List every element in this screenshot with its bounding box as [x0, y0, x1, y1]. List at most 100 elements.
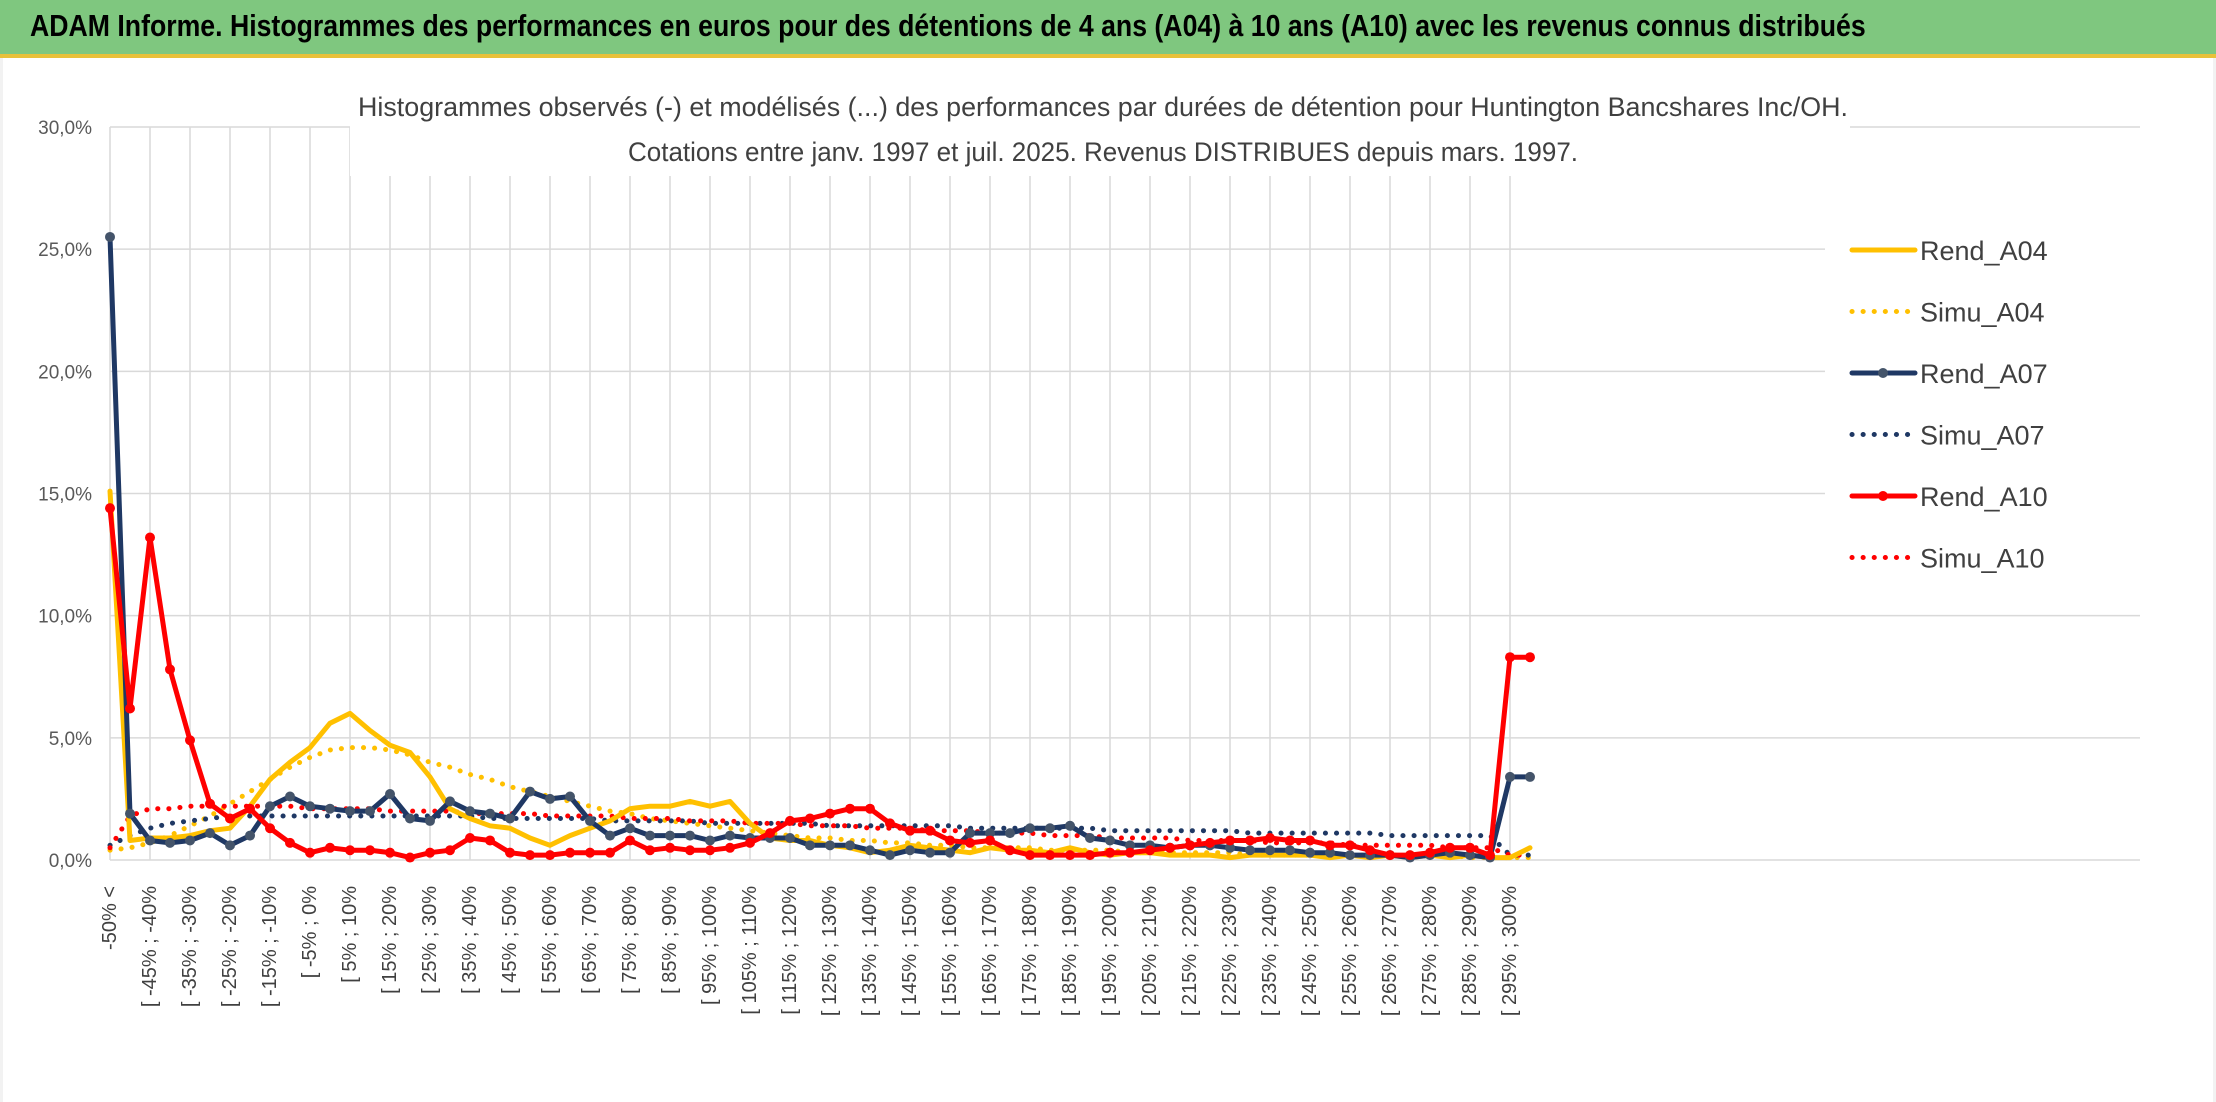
data-point-rend-a07 — [265, 801, 275, 812]
y-tick-label: 5,0% — [49, 729, 92, 750]
data-point-rend-a07 — [865, 845, 875, 856]
data-point-rend-a10 — [1365, 845, 1375, 856]
header-bar: ADAM Informe. Histogrammes des performan… — [0, 0, 2216, 58]
x-tick-label: [ 285% ; 290% — [1459, 886, 1481, 1016]
data-point-rend-a10 — [665, 842, 675, 853]
data-point-rend-a10 — [745, 837, 755, 848]
chart-frame — [0, 58, 2216, 1102]
x-tick-label: [ 155% ; 160% — [939, 886, 961, 1016]
data-point-rend-a10 — [1085, 850, 1095, 861]
data-point-rend-a07 — [1045, 823, 1055, 834]
data-point-rend-a10 — [1265, 833, 1275, 844]
data-point-rend-a07 — [505, 813, 515, 824]
data-point-rend-a10 — [705, 845, 715, 856]
x-tick-label: [ 165% ; 170% — [979, 886, 1001, 1016]
x-tick-label: [ 25% ; 30% — [419, 886, 441, 994]
data-point-rend-a07 — [845, 840, 855, 851]
data-point-rend-a10 — [1025, 850, 1035, 861]
data-point-rend-a07 — [285, 791, 295, 802]
data-point-rend-a10 — [1065, 850, 1075, 861]
data-point-rend-a07 — [325, 803, 335, 814]
data-point-rend-a10 — [1325, 840, 1335, 851]
data-point-rend-a07 — [1305, 847, 1315, 858]
data-point-rend-a10 — [225, 813, 235, 824]
data-point-rend-a10 — [765, 828, 775, 839]
data-point-rend-a10 — [725, 842, 735, 853]
x-tick-label: [ 185% ; 190% — [1059, 886, 1081, 1016]
data-point-rend-a10 — [845, 803, 855, 814]
x-tick-label: [ 15% ; 20% — [379, 886, 401, 994]
x-tick-label: [ 245% ; 250% — [1299, 886, 1321, 1016]
data-point-rend-a10 — [105, 503, 115, 514]
x-tick-label: [ 65% ; 70% — [579, 886, 601, 994]
x-tick-label: [ 255% ; 260% — [1339, 886, 1361, 1016]
data-point-rend-a07 — [1525, 771, 1535, 782]
data-point-rend-a10 — [1165, 842, 1175, 853]
y-tick-label: 10,0% — [38, 607, 92, 628]
data-point-rend-a10 — [345, 845, 355, 856]
data-point-rend-a07 — [485, 808, 495, 819]
data-point-rend-a10 — [1525, 652, 1535, 663]
data-point-rend-a10 — [585, 847, 595, 858]
data-point-rend-a07 — [885, 850, 895, 861]
data-point-rend-a07 — [245, 830, 255, 841]
legend-marker — [1878, 368, 1888, 378]
data-point-rend-a07 — [1105, 835, 1115, 846]
data-point-rend-a10 — [865, 803, 875, 814]
data-point-rend-a10 — [525, 850, 535, 861]
x-tick-label: [ 145% ; 150% — [899, 886, 921, 1016]
data-point-rend-a10 — [445, 845, 455, 856]
x-tick-label: [ 235% ; 240% — [1259, 886, 1281, 1016]
data-point-rend-a07 — [345, 806, 355, 817]
data-point-rend-a07 — [625, 823, 635, 834]
data-point-rend-a10 — [565, 847, 575, 858]
series-line-rend-a04 — [107, 488, 1533, 861]
data-point-rend-a10 — [625, 835, 635, 846]
data-point-rend-a07 — [785, 833, 795, 844]
data-point-rend-a07 — [1065, 820, 1075, 831]
x-tick-label: [ 55% ; 60% — [539, 886, 561, 994]
data-point-rend-a10 — [945, 835, 955, 846]
legend-label: Simu_A07 — [1920, 421, 2045, 451]
data-point-rend-a07 — [1465, 850, 1475, 861]
data-point-rend-a07 — [445, 796, 455, 807]
data-point-rend-a07 — [165, 837, 175, 848]
data-point-rend-a07 — [525, 786, 535, 797]
x-tick-label: [ 295% ; 300% — [1499, 886, 1521, 1016]
data-point-rend-a10 — [1185, 840, 1195, 851]
x-tick-label: -50% < — [99, 886, 121, 950]
x-tick-label: [ -5% ; 0% — [299, 886, 321, 978]
data-point-rend-a07 — [305, 801, 315, 812]
data-point-rend-a07 — [425, 815, 435, 826]
data-point-rend-a07 — [545, 793, 555, 804]
data-point-rend-a10 — [385, 847, 395, 858]
x-tick-label: [ 175% ; 180% — [1019, 886, 1041, 1016]
data-point-rend-a10 — [1205, 837, 1215, 848]
x-tick-label: [ 225% ; 230% — [1219, 886, 1241, 1016]
x-tick-label: [ 45% ; 50% — [499, 886, 521, 994]
x-tick-label: [ 195% ; 200% — [1099, 886, 1121, 1016]
data-point-rend-a10 — [1145, 845, 1155, 856]
data-point-rend-a07 — [1505, 771, 1515, 782]
data-point-rend-a10 — [1425, 847, 1435, 858]
data-point-rend-a10 — [145, 532, 155, 543]
data-point-rend-a10 — [1345, 840, 1355, 851]
data-point-rend-a10 — [785, 815, 795, 826]
data-point-rend-a10 — [1465, 842, 1475, 853]
data-point-rend-a07 — [1345, 850, 1355, 861]
legend-label: Rend_A10 — [1920, 482, 2048, 512]
legend-marker — [1878, 491, 1888, 501]
data-point-rend-a07 — [985, 828, 995, 839]
data-point-rend-a07 — [805, 840, 815, 851]
x-tick-label: [ 205% ; 210% — [1139, 886, 1161, 1016]
data-point-rend-a10 — [1005, 845, 1015, 856]
data-point-rend-a10 — [805, 813, 815, 824]
data-point-rend-a10 — [1225, 835, 1235, 846]
data-point-rend-a10 — [1385, 850, 1395, 861]
data-point-rend-a07 — [145, 835, 155, 846]
data-point-rend-a10 — [185, 735, 195, 746]
data-point-rend-a10 — [285, 837, 295, 848]
data-point-rend-a07 — [825, 840, 835, 851]
data-point-rend-a10 — [685, 845, 695, 856]
data-point-rend-a10 — [165, 664, 175, 675]
